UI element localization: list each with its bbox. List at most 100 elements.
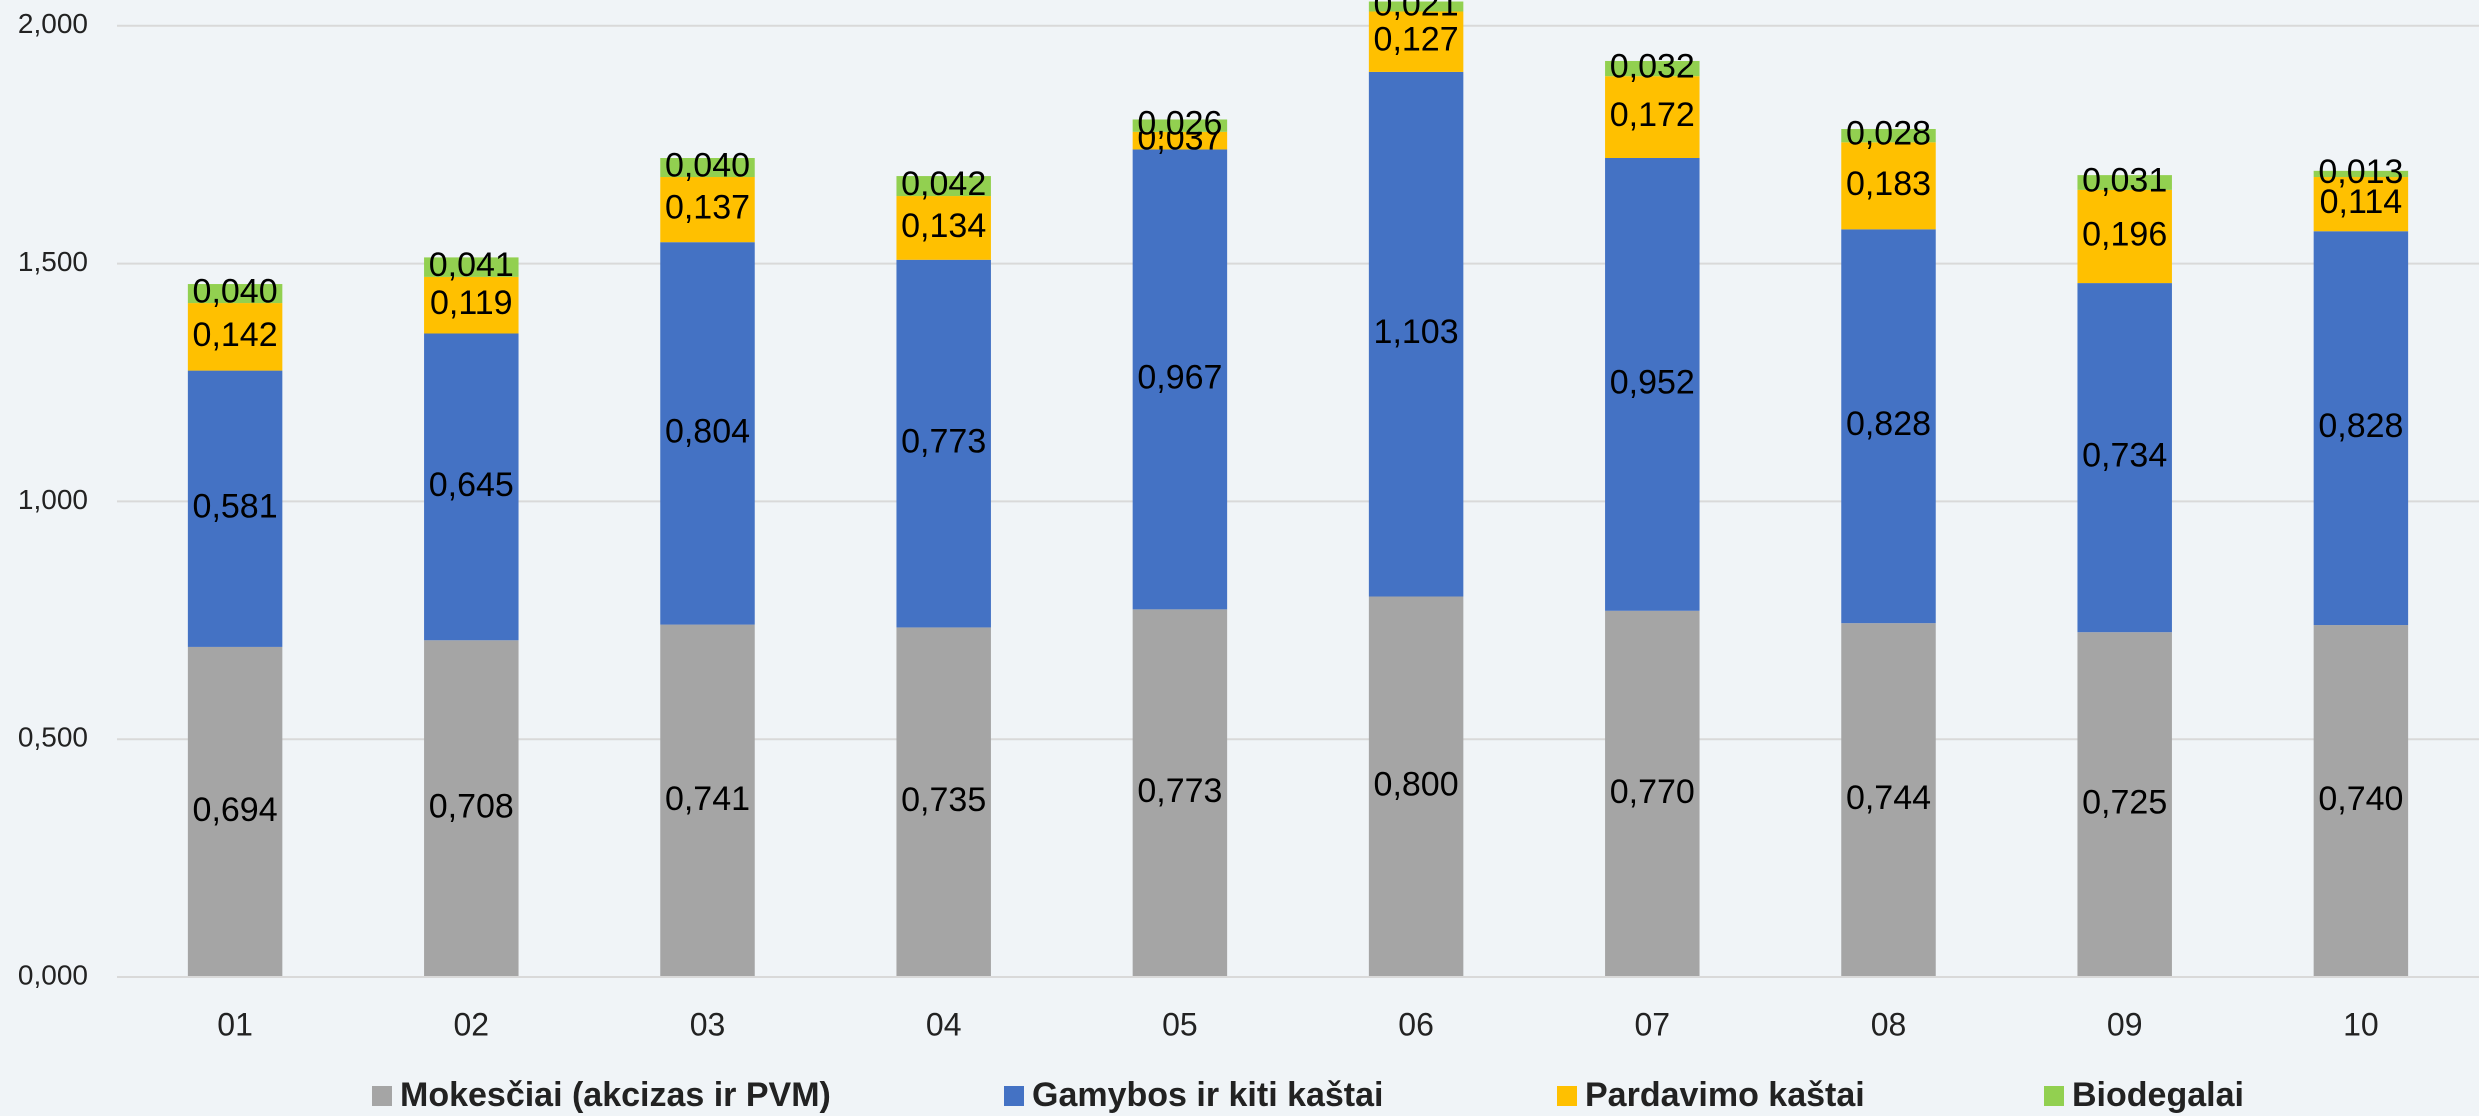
x-tick-label: 03	[690, 1006, 726, 1042]
bar-segment	[187, 370, 283, 647]
bar-segment	[1605, 158, 1700, 611]
bar-segment	[2077, 189, 2172, 284]
data-label: 0,032	[1610, 48, 1695, 86]
data-label: 0,740	[2318, 780, 2403, 818]
data-label: 0,142	[193, 316, 278, 354]
bar-segment	[1368, 1, 1464, 12]
data-label: 0,952	[1610, 363, 1695, 401]
data-label: 0,773	[1137, 772, 1222, 810]
bar-segment	[1368, 11, 1464, 72]
legend-label: Pardavimo kaštai	[1585, 1076, 1865, 1114]
x-tick-label: 05	[1162, 1006, 1198, 1042]
data-label: 0,119	[430, 284, 513, 322]
data-label: 0,735	[901, 781, 986, 819]
x-tick-label: 10	[2343, 1006, 2379, 1042]
data-label: 0,134	[901, 207, 986, 245]
bar-segment	[187, 284, 283, 304]
x-tick-label: 04	[926, 1006, 962, 1042]
data-label: 0,967	[1137, 358, 1222, 396]
bar-segment	[2077, 283, 2172, 633]
bar-segment	[1841, 229, 1936, 624]
bar-segment	[1605, 60, 1700, 77]
data-label: 0,042	[901, 165, 986, 203]
data-label: 0,021	[1374, 0, 1459, 24]
legend-label: Biodegalai	[2072, 1076, 2244, 1114]
bar-segment	[1605, 610, 1700, 977]
x-tick-label: 08	[1871, 1006, 1907, 1042]
data-label: 0,114	[2320, 183, 2403, 221]
legend-label: Gamybos ir kiti kaštai	[1032, 1076, 1384, 1114]
x-tick-label: 07	[1635, 1006, 1671, 1042]
y-tick-label: 0,500	[18, 722, 88, 753]
data-label: 0,040	[193, 273, 278, 311]
bar-segment	[2313, 625, 2409, 977]
bar-segment	[1841, 128, 1936, 143]
legend-swatch	[2044, 1086, 2064, 1106]
data-label: 0,804	[665, 412, 750, 450]
x-tick-label: 06	[1398, 1006, 1434, 1042]
bar-segment	[1132, 149, 1228, 610]
bar-segment	[2313, 231, 2409, 626]
data-label: 0,172	[1610, 96, 1695, 134]
data-label: 0,800	[1374, 766, 1459, 804]
data-label: 1,103	[1374, 313, 1459, 351]
legend-label: Mokesčiai (akcizas ir PVM)	[400, 1076, 831, 1114]
bar-segment	[187, 646, 283, 977]
data-label: 0,828	[1846, 405, 1931, 443]
data-label: 0,645	[429, 466, 514, 504]
data-label: 0,770	[1610, 773, 1695, 811]
data-label: 0,196	[2082, 215, 2167, 253]
bar-segment	[424, 640, 519, 977]
x-tick-label: 02	[454, 1006, 490, 1042]
data-label: 0,694	[193, 791, 278, 829]
data-label: 0,741	[665, 780, 750, 818]
y-tick-label: 0,000	[18, 959, 88, 990]
data-label: 0,773	[901, 423, 986, 461]
bar-segment	[1132, 131, 1228, 150]
x-tick-label: 09	[2107, 1006, 2143, 1042]
bar-segment	[896, 259, 991, 628]
bar-segment	[424, 333, 519, 641]
bar-segment	[1605, 76, 1700, 158]
bar-segment	[2313, 177, 2409, 232]
bar-segment	[2313, 170, 2409, 178]
bar-segment	[660, 177, 755, 243]
data-label: 0,026	[1137, 105, 1222, 143]
bar-segment	[424, 257, 519, 277]
bar-segment	[2077, 632, 2172, 977]
y-tick-label: 1,500	[18, 246, 88, 277]
bar-segment	[424, 276, 519, 334]
data-label: 0,013	[2318, 153, 2403, 191]
bar-segment	[1368, 596, 1464, 977]
bar-segment	[1841, 142, 1936, 230]
data-label: 0,725	[2082, 784, 2167, 822]
data-label: 0,127	[1374, 21, 1459, 59]
bar-segment	[660, 624, 755, 977]
data-label: 0,708	[429, 788, 514, 826]
y-tick-label: 2,000	[18, 8, 88, 39]
data-label: 0,183	[1846, 165, 1931, 203]
bar-segment	[187, 303, 283, 371]
bar-segment	[1368, 71, 1464, 597]
bar-segment	[896, 196, 991, 260]
legend-swatch	[1004, 1086, 1024, 1106]
data-label: 0,031	[2082, 161, 2167, 199]
data-label: 0,137	[665, 189, 750, 227]
data-label: 0,040	[665, 146, 750, 184]
bar-segment	[896, 176, 991, 197]
bar-segment	[2077, 175, 2172, 190]
bar-segment	[1132, 609, 1228, 977]
bar-segment	[1132, 119, 1228, 132]
bar-segment	[660, 158, 755, 178]
bar-segment	[896, 627, 991, 977]
data-label: 0,828	[2318, 407, 2403, 445]
data-label: 0,581	[193, 488, 278, 526]
bar-segment	[660, 242, 755, 625]
x-tick-label: 01	[217, 1006, 253, 1042]
bar-segment	[1841, 623, 1936, 977]
data-label: 0,744	[1846, 779, 1931, 817]
y-tick-label: 1,000	[18, 484, 88, 515]
legend-swatch	[372, 1086, 392, 1106]
data-label: 0,041	[429, 246, 514, 284]
